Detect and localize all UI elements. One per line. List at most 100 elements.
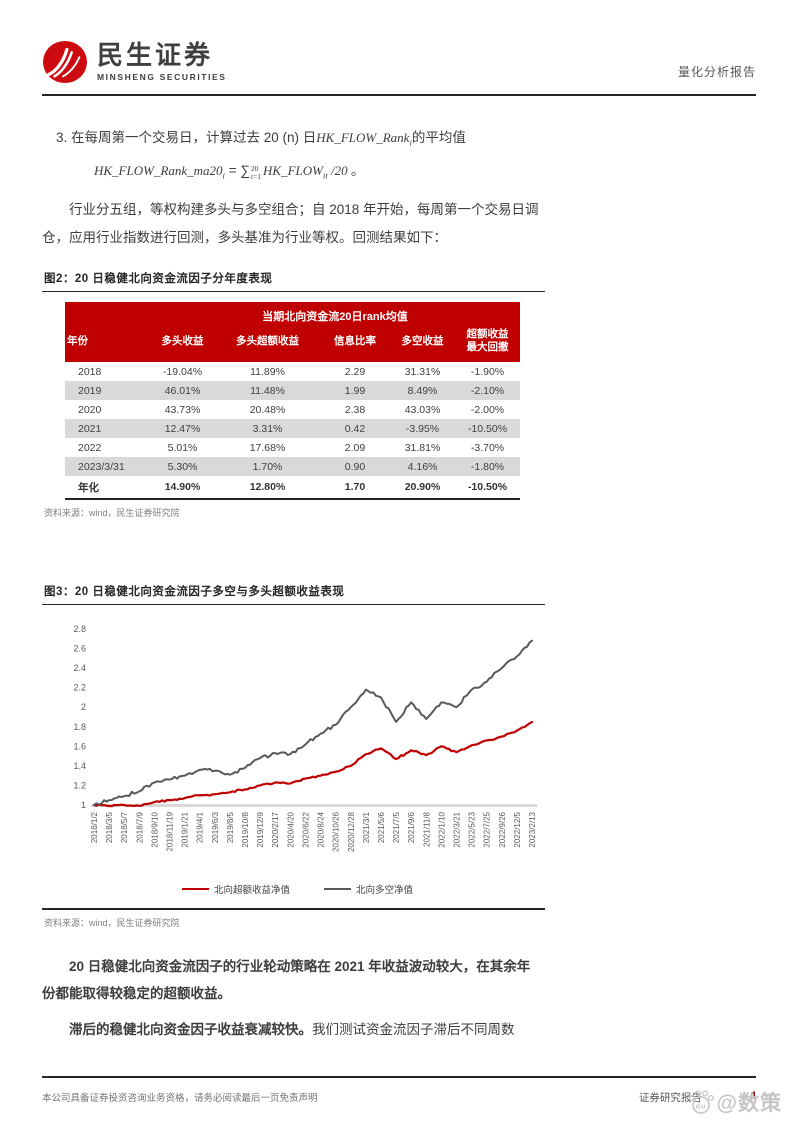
table-cell: 43.03% (404, 403, 441, 416)
legend-item-excess: 北向超额收益净值 (181, 882, 290, 896)
table-cell: 5.30% (167, 460, 198, 473)
y-axis-tick-label: 1 (81, 800, 86, 810)
table-cell: -3.70% (470, 441, 505, 454)
table-body: 2018 -19.04% 11.89% 2.29 31.31% -1.90% 2019 46.… (65, 362, 520, 499)
list-item-3: 3. 在每周第一个交易日，计算过去 20 (n) 日HK_FLOW_Ranki的… (42, 126, 542, 151)
x-axis-tick-label: 2019/10/8 (241, 812, 250, 848)
svg-text:du: du (695, 1104, 706, 1111)
formula: HK_FLOW_Rank_ma20i = ∑ 20 t=1 HK_FLOWit /20… (94, 159, 542, 181)
x-axis-tick-label: 2022/1/10 (437, 812, 446, 848)
y-axis-tick-label: 2 (81, 702, 86, 712)
brand-text: 民生证券 MINSHENG SECURITIES (97, 40, 227, 82)
table-cell: 12.47% (164, 422, 201, 435)
figure3-source: 资料来源：wind，民生证券研究院 (44, 917, 180, 928)
figure3-chart-svg: 1 1.2 1.4 1.6 1.8 2 2.2 2.4 2.6 2.8 2018/1/2 2018/3… (73, 624, 537, 852)
formula-equals: = (224, 162, 241, 178)
table-cell: 4.16% (407, 460, 438, 473)
page-number: 4 (749, 1090, 756, 1102)
sum-symbol: ∑ (240, 162, 250, 178)
table-cell: -2.00% (470, 403, 505, 416)
footer-row: 本公司具备证券投资咨询业务资格，请务必阅读最后一页免责声明 证券研究报告 4 (42, 1090, 756, 1105)
x-axis-tick-label: 2022/7/25 (483, 812, 492, 848)
figure2-table: 当期北向资金流20日rank均值 年份 多头收益 多头超额收益 信息比率 多空收… (65, 301, 520, 501)
footer-right: 证券研究报告 4 (639, 1090, 756, 1105)
x-axis-tick-label: 2020/8/24 (317, 812, 326, 848)
table-cell: -3.95% (405, 422, 440, 435)
table-cell: 20.48% (249, 403, 286, 416)
table-cell: 1.99 (344, 384, 366, 397)
col-header-info-ratio: 信息比率 (320, 324, 390, 363)
col-header-long-excess: 多头超额收益 (215, 324, 320, 363)
table-cell: 2019 (78, 384, 102, 397)
table-cell: -1.90% (470, 365, 505, 378)
table-row: 2019 46.01% 11.48% 1.99 8.49% -2.10% (65, 381, 520, 401)
table-row: 2023/3/31 5.30% 1.70% 0.90 4.16% -1.80% (65, 457, 520, 477)
table-cell: 3.31% (252, 422, 283, 435)
legend-swatch-longshort (324, 887, 351, 891)
figure3-bottom-rule (42, 908, 545, 910)
brand-name-en: MINSHENG SECURITIES (97, 71, 227, 82)
paw-icon: du (688, 1090, 714, 1114)
table-cell: 11.48% (250, 384, 285, 397)
table-row: 年化 14.90% 12.80% 1.70 20.90% -10.50% (65, 476, 520, 499)
figure2-block: 图2：20 日稳健北向资金流因子分年度表现 当期北向资金流20日rank均值 年… (42, 270, 545, 519)
x-axis-tick-label: 2023/2/13 (528, 812, 537, 848)
table-cell: 11.89% (250, 365, 285, 378)
footer-divider (42, 1076, 756, 1078)
x-axis-tick-label: 2021/9/6 (407, 812, 416, 844)
col-header-max-drawdown: 超额收益 最大回撤 (455, 324, 520, 363)
table-cell: 2023/3/31 (78, 460, 125, 473)
table-cell: 2.29 (344, 365, 366, 378)
series-line-excess (92, 720, 534, 808)
table-cell: 1.70 (344, 481, 366, 494)
conclusion2-normal: 我们测试资金流因子滞后不同周数 (312, 1021, 515, 1037)
figure3-caption: 图3：20 日稳健北向资金流因子多空与多头超额收益表现 (42, 583, 545, 606)
y-axis-tick-label: 1.8 (73, 722, 86, 732)
x-axis-tick-label: 2019/4/1 (196, 812, 205, 844)
table-cell: -2.10% (470, 384, 505, 397)
watermark: du @数策 (687, 1087, 782, 1117)
x-axis-tick-label: 2018/3/5 (105, 812, 114, 844)
report-header: 民生证券 MINSHENG SECURITIES 量化分析报告 (42, 40, 756, 84)
y-axis-tick-label: 1.4 (73, 761, 86, 771)
x-axis-tick-label: 2021/5/6 (377, 812, 386, 844)
table-row: 2018 -19.04% 11.89% 2.29 31.31% -1.90% (65, 362, 520, 381)
table-cell: 0.90 (344, 460, 366, 473)
y-axis-tick-label: 2.4 (73, 663, 86, 673)
col-header-long-return: 多头收益 (150, 324, 215, 363)
paragraph-conclusion-1: 20 日稳健北向资金流因子的行业轮动策略在 2021 年收益波动较大，在其余年份… (42, 958, 531, 1002)
x-axis-tick-label: 2022/5/23 (468, 812, 477, 848)
table-cell: 46.01% (164, 384, 201, 397)
minsheng-logo-icon (43, 40, 87, 84)
figure3-chart: 1 1.2 1.4 1.6 1.8 2 2.2 2.4 2.6 2.8 2018/1/2 2018/3… (50, 617, 545, 896)
x-axis-tick-label: 2018/11/19 (166, 812, 175, 852)
chart-legend: 北向超额收益净值 北向多空净值 (50, 882, 545, 896)
series-line-longshort (93, 639, 533, 807)
table-cell: 31.31% (404, 365, 441, 378)
table-cell: 20.90% (404, 481, 441, 494)
x-axis-tick-label: 2022/9/26 (498, 812, 507, 848)
minsheng-logo: 民生证券 MINSHENG SECURITIES (42, 40, 227, 84)
col-header-year: 年份 (65, 324, 150, 363)
item3-variable: HK_FLOW_Ranki (316, 130, 412, 148)
table-cell: -19.04% (162, 365, 203, 378)
brand-name-cn: 民生证券 (97, 40, 214, 71)
figure2-caption: 图2：20 日稳健北向资金流因子分年度表现 (42, 270, 545, 292)
table-row: 2022 5.01% 17.68% 2.09 31.81% -3.70% (65, 438, 520, 457)
table-cell: 1.70% (252, 460, 283, 473)
table-cell: 12.80% (249, 481, 286, 494)
page-footer: 本公司具备证券投资咨询业务资格，请务必阅读最后一页免责声明 证券研究报告 4 (42, 1076, 756, 1105)
table-row: 2020 43.73% 20.48% 2.38 43.03% -2.00% (65, 400, 520, 419)
y-axis-tick-label: 2.8 (73, 624, 86, 634)
table-cell: 年化 (78, 481, 99, 494)
x-axis-tick-label: 2019/1/21 (181, 812, 190, 848)
table-row: 2021 12.47% 3.31% 0.42 -3.95% -10.50% (65, 419, 520, 439)
header-divider (42, 94, 756, 96)
x-axis-tick-label: 2021/7/5 (392, 812, 401, 844)
table-cell: -10.50% (467, 422, 508, 435)
formula-period: 。 (350, 162, 365, 178)
y-axis-tick-label: 2.6 (73, 644, 86, 654)
table-cell: 43.73% (164, 403, 201, 416)
table-cell: 5.01% (167, 441, 198, 454)
